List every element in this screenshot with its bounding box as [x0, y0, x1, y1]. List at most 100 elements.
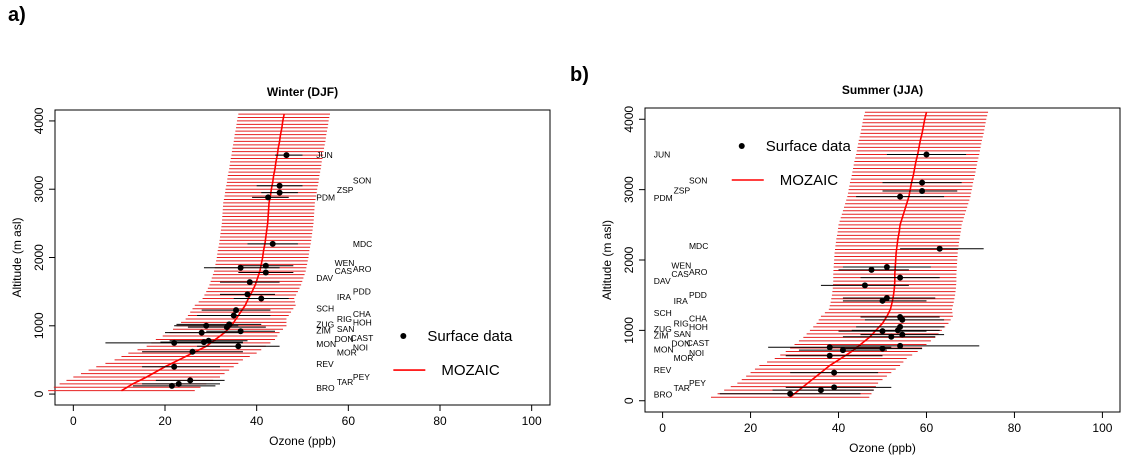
station-label: ARO [353, 264, 372, 274]
station-label: NOI [353, 343, 368, 353]
station-label: CAST [351, 333, 374, 343]
x-tick-label-b: 60 [920, 421, 934, 435]
surface-data-point [276, 182, 283, 189]
surface-data-point [879, 345, 886, 352]
station-label: BRO [316, 383, 335, 393]
surface-data-point [235, 343, 242, 350]
station-label: WEN [671, 261, 691, 271]
station-label: SAN [674, 329, 691, 339]
station-label: SCH [654, 308, 672, 318]
station-label: IRA [674, 296, 689, 306]
surface-data-point [262, 269, 269, 276]
y-tick-label-a: 1000 [32, 312, 46, 339]
station-label: DON [335, 334, 354, 344]
x-tick-label-a: 60 [342, 414, 356, 428]
station-label: CHA [353, 309, 371, 319]
surface-data-point [826, 352, 833, 359]
station-label: MOR [337, 347, 357, 357]
station-label: ZUG [654, 324, 672, 334]
legend-a: Surface data MOZAIC [393, 328, 513, 379]
x-axis-label-a: Ozone (ppb) [269, 434, 336, 448]
station-label: SON [353, 175, 371, 185]
surface-data-point [897, 342, 904, 349]
y-tick-label-b: 3000 [622, 176, 636, 203]
station-label: ZSP [674, 185, 691, 195]
surface-data-point [883, 295, 890, 301]
station-label: CHA [689, 313, 707, 323]
surface-data-point [276, 189, 283, 196]
y-tick-label-b: 1000 [622, 317, 636, 344]
chart-panel-a: Winter (DJF)0 20 40 60 80 1000100020003000400… [10, 85, 551, 448]
x-tick-label-a: 100 [522, 414, 542, 428]
y-tick-label-a: 3000 [32, 176, 46, 203]
x-tick-label-b: 100 [1092, 421, 1112, 435]
surface-data-point [897, 274, 904, 281]
surface-data-point [244, 291, 251, 298]
y-tick-label-a: 0 [32, 390, 46, 397]
surface-data-point [888, 333, 895, 340]
station-label: PEY [353, 372, 370, 382]
surface-data-point [198, 329, 205, 336]
surface-data-point [187, 377, 194, 384]
surface-data-point [223, 324, 230, 331]
surface-data-point [787, 390, 794, 397]
surface-data-point [831, 384, 838, 391]
surface-data-point [899, 331, 906, 338]
surface-data-point [923, 151, 930, 158]
legend-label: Surface data [766, 138, 852, 155]
surface-data-point [897, 193, 904, 200]
surface-data-point [203, 322, 210, 329]
station-label: ZSP [337, 185, 354, 195]
legend-label: MOZAIC [780, 172, 838, 189]
surface-data-point [919, 188, 926, 195]
surface-data-point [883, 264, 890, 271]
station-label: SON [689, 175, 707, 185]
surface-data-point [237, 328, 244, 335]
chart-title-b: Summer (JJA) [842, 83, 923, 97]
station-label: DAV [316, 273, 333, 283]
x-tick-label-b: 20 [744, 421, 758, 435]
surface-data-point [265, 194, 272, 201]
station-label: PDM [654, 193, 673, 203]
surface-data-point [839, 347, 846, 354]
x-tick-label-a: 80 [433, 414, 447, 428]
station-label: CAS [671, 269, 689, 279]
x-tick-label-a: 0 [70, 414, 77, 428]
station-label: RIG [674, 318, 689, 328]
mozaic-mean-line-a [121, 113, 285, 392]
station-label: PDM [316, 192, 335, 202]
surface-data-point [868, 266, 875, 273]
station-label: MON [654, 344, 674, 354]
station-label: REV [654, 365, 672, 375]
station-label: HOH [689, 322, 708, 332]
x-axis-label-b: Ozone (ppb) [849, 441, 916, 455]
surface-data-point [831, 369, 838, 376]
station-label: IRA [337, 292, 352, 302]
station-label: ZIM [316, 326, 331, 336]
surface-data-point [246, 279, 253, 286]
chart-panel-b: Summer (JJA)0 20 40 60 80 1000100020003000400… [600, 83, 1121, 455]
surface-data-point [189, 348, 196, 355]
legend-label: MOZAIC [441, 362, 499, 379]
surface-data-point [817, 387, 824, 394]
panel-label-a: a) [8, 4, 26, 26]
station-label: BRO [654, 389, 673, 399]
station-label: DAV [654, 276, 671, 286]
station-label: ZUG [316, 319, 334, 329]
surface-data-point [879, 328, 886, 335]
surface-data-point [919, 179, 926, 186]
station-label: ZIM [654, 330, 669, 340]
y-tick-label-b: 4000 [622, 106, 636, 133]
y-tick-label-b: 0 [622, 397, 636, 404]
legend-marker-point [400, 333, 407, 340]
legend-b: Surface data MOZAIC [731, 138, 852, 189]
station-label: MDC [689, 241, 708, 251]
surface-data-point [237, 264, 244, 271]
station-label: ARO [689, 267, 708, 277]
y-tick-label-a: 2000 [32, 244, 46, 271]
surface-data-point [171, 363, 178, 370]
station-label: SAN [337, 324, 354, 334]
y-axis-label-a: Altitude (m asl) [10, 217, 24, 297]
surface-data-point [283, 152, 290, 159]
